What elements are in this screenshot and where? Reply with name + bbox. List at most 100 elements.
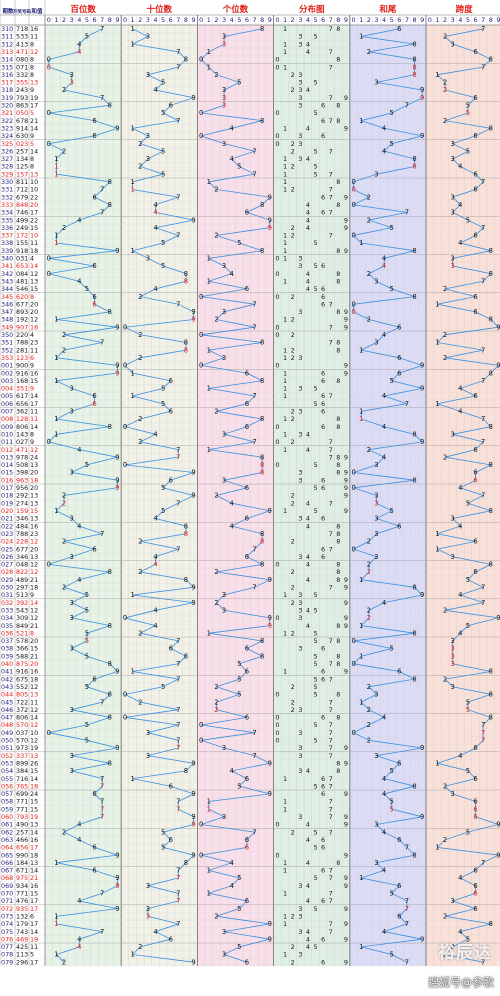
distribution-mark: 9 — [344, 453, 348, 461]
row-issue: 329 — [1, 170, 13, 178]
row-issue: 077 — [1, 943, 13, 951]
digit-mark: 6 — [473, 813, 477, 821]
row-issue: 336 — [1, 224, 13, 232]
row-issue: 001 — [1, 362, 13, 370]
digit-mark: 0 — [199, 362, 203, 370]
digit-mark: 3 — [451, 193, 455, 201]
row-sum: 13 — [30, 515, 38, 523]
digit-mark: 3 — [146, 912, 150, 920]
distribution-mark: 6 — [321, 668, 325, 676]
row-draw-number: 771 — [16, 805, 28, 813]
row-sum: 17 — [30, 958, 38, 966]
row-sum: 16 — [30, 522, 38, 530]
row-draw-number: 309 — [16, 614, 28, 622]
row-draw-number: 975 — [16, 874, 28, 882]
section-title: 分布图 — [299, 4, 325, 15]
distribution-mark: 8 — [336, 859, 340, 867]
distribution-mark: 6 — [321, 897, 325, 905]
row-sum: 16 — [30, 668, 38, 676]
digit-mark: 8 — [412, 293, 416, 301]
digit-mark: 1 — [130, 369, 134, 377]
row-sum: 11 — [30, 346, 38, 354]
digit-header: 5 — [313, 16, 317, 24]
distribution-mark: 8 — [336, 714, 340, 722]
digit-mark: 5 — [237, 79, 241, 87]
row-sum: 20 — [30, 308, 38, 316]
row-draw-number: 084 — [16, 270, 28, 278]
digit-mark: 8 — [412, 40, 416, 48]
distribution-mark: 6 — [321, 262, 325, 270]
distribution-mark: 2 — [291, 438, 295, 446]
row-sum: 13 — [30, 553, 38, 561]
row-issue: 033 — [1, 606, 13, 614]
row-draw-number: 159 — [16, 507, 28, 515]
row-draw-number: 533 — [16, 33, 28, 41]
row-issue: 066 — [1, 859, 13, 867]
digit-mark: 7 — [100, 186, 104, 194]
digit-mark: 5 — [161, 147, 165, 155]
distribution-mark: 6 — [321, 958, 325, 966]
digit-mark: 3 — [451, 515, 455, 523]
row-sum: 8 — [30, 40, 34, 48]
digit-mark: 9 — [115, 484, 119, 492]
digit-mark: 6 — [397, 882, 401, 890]
digit-mark: 7 — [176, 637, 180, 645]
distribution-mark: 2 — [291, 415, 295, 423]
digit-mark: 6 — [473, 48, 477, 56]
digit-mark: 8 — [412, 71, 416, 79]
distribution-mark: 8 — [336, 178, 340, 186]
row-issue: 031 — [1, 591, 13, 599]
digit-header: 3 — [146, 16, 150, 24]
digit-mark: 1 — [435, 400, 439, 408]
digit-mark: 2 — [367, 270, 371, 278]
digit-mark: 9 — [115, 905, 119, 913]
digit-mark: 8 — [412, 163, 416, 171]
distribution-mark: 6 — [321, 209, 325, 217]
row-draw-number: 570 — [16, 737, 28, 745]
digit-mark: 4 — [230, 124, 234, 132]
distribution-mark: 5 — [313, 652, 317, 660]
digit-mark: 6 — [473, 805, 477, 813]
row-sum: 21 — [30, 874, 38, 882]
digit-mark: 7 — [100, 798, 104, 806]
digit-mark: 9 — [115, 874, 119, 882]
digit-mark: 1 — [54, 232, 58, 240]
digit-mark: 5 — [466, 706, 470, 714]
digit-mark: 5 — [237, 675, 241, 683]
row-sum: 12 — [30, 706, 38, 714]
row-draw-number: 220 — [16, 331, 28, 339]
row-draw-number: 050 — [16, 109, 28, 117]
digit-mark: 6 — [245, 844, 249, 852]
digit-mark: 9 — [191, 492, 195, 500]
row-issue: 064 — [1, 844, 13, 852]
digit-mark: 6 — [397, 25, 401, 33]
digit-mark: 0 — [351, 660, 355, 668]
distribution-mark: 0 — [275, 438, 279, 446]
row-draw-number: 918 — [16, 247, 28, 255]
digit-mark: 9 — [268, 576, 272, 584]
digit-mark: 5 — [237, 239, 241, 247]
row-issue: 032 — [1, 599, 13, 607]
digit-mark: 9 — [268, 193, 272, 201]
digit-header: 9 — [192, 16, 196, 24]
distribution-mark: 5 — [313, 637, 317, 645]
distribution-mark: 8 — [336, 415, 340, 423]
digit-header: 7 — [405, 16, 409, 24]
digit-mark: 5 — [237, 905, 241, 913]
row-issue: 348 — [1, 316, 13, 324]
row-draw-number: 134 — [16, 155, 28, 163]
distribution-mark: 9 — [344, 851, 348, 859]
row-sum: 10 — [30, 186, 38, 194]
row-sum: 17 — [30, 897, 38, 905]
digit-mark: 8 — [489, 316, 493, 324]
distribution-mark: 8 — [336, 660, 340, 668]
digit-mark: 1 — [130, 591, 134, 599]
distribution-mark: 7 — [329, 752, 333, 760]
digit-mark: 6 — [169, 476, 173, 484]
digit-mark: 3 — [222, 476, 226, 484]
digit-mark: 6 — [92, 675, 96, 683]
digit-mark: 2 — [214, 706, 218, 714]
digit-mark: 5 — [85, 591, 89, 599]
row-draw-number: 811 — [16, 178, 28, 186]
row-sum: 9 — [30, 132, 34, 140]
